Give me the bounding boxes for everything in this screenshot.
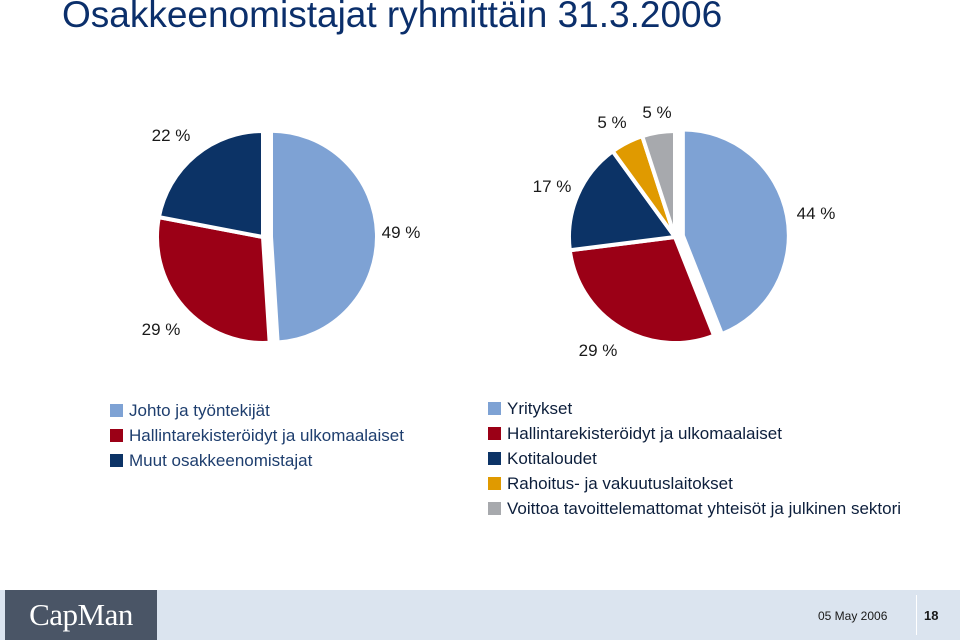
legend-label: Rahoitus- ja vakuutuslaitokset bbox=[507, 473, 733, 493]
pie-data-label: 29 % bbox=[579, 341, 618, 360]
legend-swatch bbox=[110, 404, 123, 417]
pie-data-label: 5 % bbox=[642, 103, 671, 122]
pie-slice-hallintarekisteroidyt-ja-ulkomaalaiset bbox=[567, 235, 717, 345]
legend-item: Yritykset bbox=[488, 396, 901, 421]
pie-data-label: 49 % bbox=[382, 223, 421, 242]
pie-data-label: 29 % bbox=[142, 320, 181, 339]
legend-swatch bbox=[488, 427, 501, 440]
pie-data-label: 5 % bbox=[597, 113, 626, 132]
legend-label: Yritykset bbox=[507, 398, 573, 418]
legend-swatch bbox=[110, 454, 123, 467]
footer-divider bbox=[916, 595, 917, 635]
legend-label: Voittoa tavoittelemattomat yhteisöt ja j… bbox=[507, 498, 902, 518]
pie-slice-hallintarekisteroidyt-ja-ulkomaalaiset bbox=[155, 215, 272, 345]
pie-slice-kotitaloudet bbox=[567, 149, 677, 253]
legend-label: Kotitaloudet bbox=[507, 448, 597, 468]
legend-label: Johto ja työntekijät bbox=[129, 400, 270, 420]
pie-slice-johto-ja-tyontekijat bbox=[268, 128, 379, 345]
legend-item: Hallintarekisteröidyt ja ulkomaalaiset bbox=[110, 423, 404, 448]
legend-item: Rahoitus- ja vakuutuslaitokset bbox=[488, 471, 901, 496]
footer: CapMan 05 May 2006 18 bbox=[0, 590, 960, 640]
logo-text: CapMan bbox=[29, 597, 133, 632]
legend-label: Muut osakkeenomistajat bbox=[129, 450, 313, 470]
pie-data-label: 44 % bbox=[797, 204, 836, 223]
footer-date: 05 May 2006 bbox=[818, 609, 888, 623]
footer-band bbox=[0, 590, 960, 640]
legend-swatch bbox=[488, 452, 501, 465]
legend-item: Johto ja työntekijät bbox=[110, 398, 404, 423]
capman-logo: CapMan bbox=[5, 590, 157, 640]
legend-label: Hallintarekisteröidyt ja ulkomaalaiset bbox=[129, 425, 404, 445]
legend-item: Muut osakkeenomistajat bbox=[110, 448, 404, 473]
legend-item: Kotitaloudet bbox=[488, 446, 901, 471]
page-number: 18 bbox=[924, 608, 939, 623]
pie-data-label: 17 % bbox=[533, 177, 572, 196]
legend-swatch bbox=[110, 429, 123, 442]
legend-swatch bbox=[488, 502, 501, 515]
legend-item: Hallintarekisteröidyt ja ulkomaalaiset bbox=[488, 421, 901, 446]
pie-chart-ownership-groups: 49 % 29 % 22 % bbox=[142, 126, 421, 345]
legend-chart-2: Yritykset Hallintarekisteröidyt ja ulkom… bbox=[488, 396, 901, 521]
page-title: Osakkeenomistajat ryhmittäin 31.3.2006 bbox=[62, 0, 723, 35]
pie-data-label: 22 % bbox=[152, 126, 191, 145]
pie-chart-other-holders: 44 % 29 % 17 % 5 % 5 % bbox=[533, 103, 836, 360]
legend-swatch bbox=[488, 477, 501, 490]
pie-charts: 49 % 29 % 22 % 44 % 29 % 17 % 5 % 5 % bbox=[142, 103, 836, 360]
legend-swatch bbox=[488, 402, 501, 415]
legend-item: Voittoa tavoittelemattomat yhteisöt ja j… bbox=[488, 496, 901, 521]
legend-label: Hallintarekisteröidyt ja ulkomaalaiset bbox=[507, 423, 782, 443]
pie-slice-yritykset bbox=[680, 127, 791, 337]
pie-slice-muut-osakkeenomistajat bbox=[156, 129, 265, 239]
legend-chart-1: Johto ja työntekijät Hallintarekisteröid… bbox=[110, 398, 404, 473]
pie-slice-voittoa-tavoittelemattomat-yhteisot-ja-julkinen-sektori bbox=[640, 129, 677, 239]
